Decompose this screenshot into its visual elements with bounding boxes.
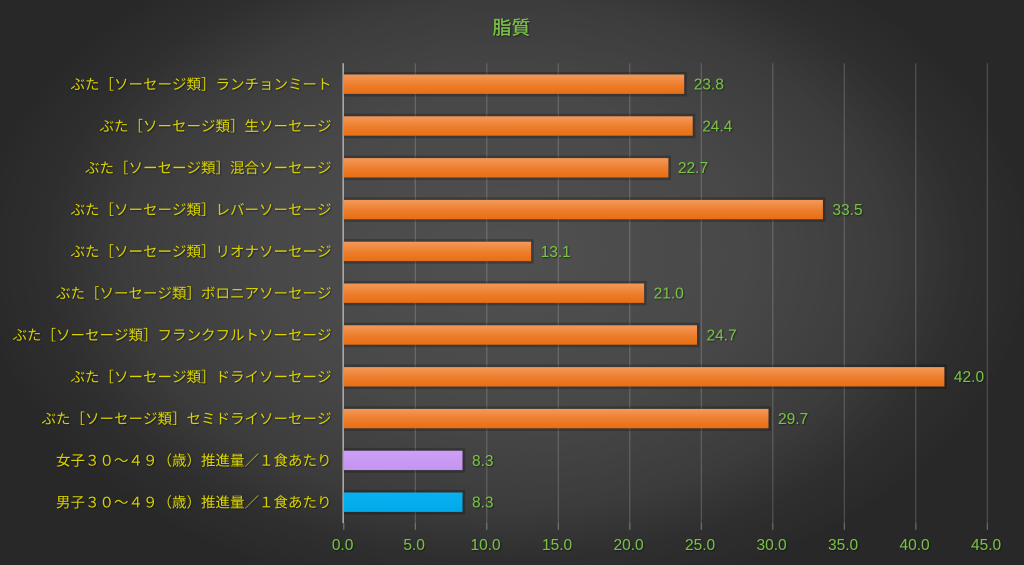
svg-text:24.7: 24.7 <box>707 327 737 344</box>
svg-text:5.0: 5.0 <box>403 537 425 554</box>
svg-text:22.7: 22.7 <box>678 160 708 177</box>
svg-text:30.0: 30.0 <box>757 537 788 554</box>
svg-text:0.0: 0.0 <box>332 537 354 554</box>
svg-text:21.0: 21.0 <box>654 286 685 303</box>
svg-text:23.8: 23.8 <box>694 77 724 94</box>
svg-text:15.0: 15.0 <box>542 537 573 554</box>
svg-text:45.0: 45.0 <box>971 537 1002 554</box>
svg-text:29.7: 29.7 <box>778 411 808 428</box>
svg-text:24.4: 24.4 <box>702 118 733 135</box>
svg-text:20.0: 20.0 <box>614 537 645 554</box>
svg-text:13.1: 13.1 <box>541 244 571 261</box>
svg-text:8.3: 8.3 <box>472 495 494 512</box>
svg-text:40.0: 40.0 <box>900 537 931 554</box>
svg-text:33.5: 33.5 <box>832 202 862 219</box>
svg-text:10.0: 10.0 <box>471 537 502 554</box>
svg-text:42.0: 42.0 <box>954 369 985 386</box>
svg-text:35.0: 35.0 <box>828 537 859 554</box>
svg-text:25.0: 25.0 <box>685 537 716 554</box>
svg-text:8.3: 8.3 <box>472 453 494 470</box>
